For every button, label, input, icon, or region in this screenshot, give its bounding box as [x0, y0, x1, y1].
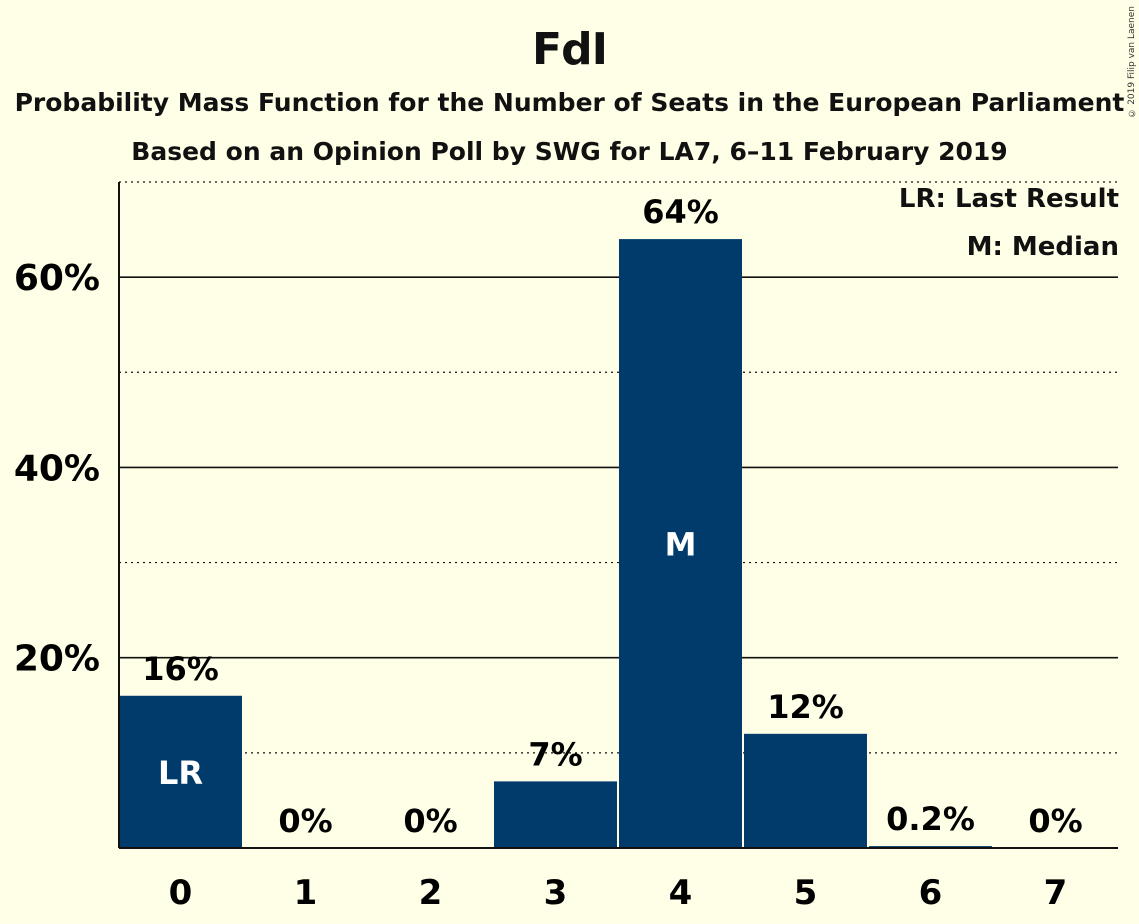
- bar: [744, 733, 867, 848]
- x-tick-label: 5: [794, 873, 818, 913]
- y-tick-label: 40%: [14, 448, 100, 489]
- x-tick-label: 1: [294, 873, 318, 913]
- chart-title: FdI: [532, 24, 608, 75]
- data-label: 0.2%: [886, 800, 975, 838]
- data-label: 7%: [528, 735, 582, 773]
- bar: [494, 781, 617, 848]
- x-tick-label: 0: [169, 873, 193, 913]
- data-label: 0%: [278, 802, 332, 840]
- data-label: 0%: [1028, 802, 1082, 840]
- data-label: 0%: [403, 802, 457, 840]
- chart-subtitle: Probability Mass Function for the Number…: [14, 88, 1125, 117]
- data-label: 12%: [767, 688, 844, 726]
- legend-median: M: Median: [966, 232, 1119, 262]
- data-label: 64%: [642, 193, 719, 231]
- x-tick-label: 7: [1044, 873, 1068, 913]
- legend-last-result: LR: Last Result: [898, 184, 1119, 214]
- data-label: 16%: [142, 650, 219, 688]
- bar-annotation: M: [665, 526, 697, 564]
- chart-subtitle-source: Based on an Opinion Poll by SWG for LA7,…: [131, 137, 1008, 166]
- y-tick-label: 60%: [14, 258, 100, 299]
- bar: [619, 239, 742, 849]
- x-tick-label: 6: [919, 873, 943, 913]
- x-tick-label: 4: [669, 873, 693, 913]
- x-tick-label: 2: [419, 873, 443, 913]
- y-tick-label: 20%: [14, 639, 100, 680]
- x-tick-label: 3: [544, 873, 568, 913]
- bar-annotation: LR: [158, 754, 203, 792]
- bar: [119, 695, 242, 848]
